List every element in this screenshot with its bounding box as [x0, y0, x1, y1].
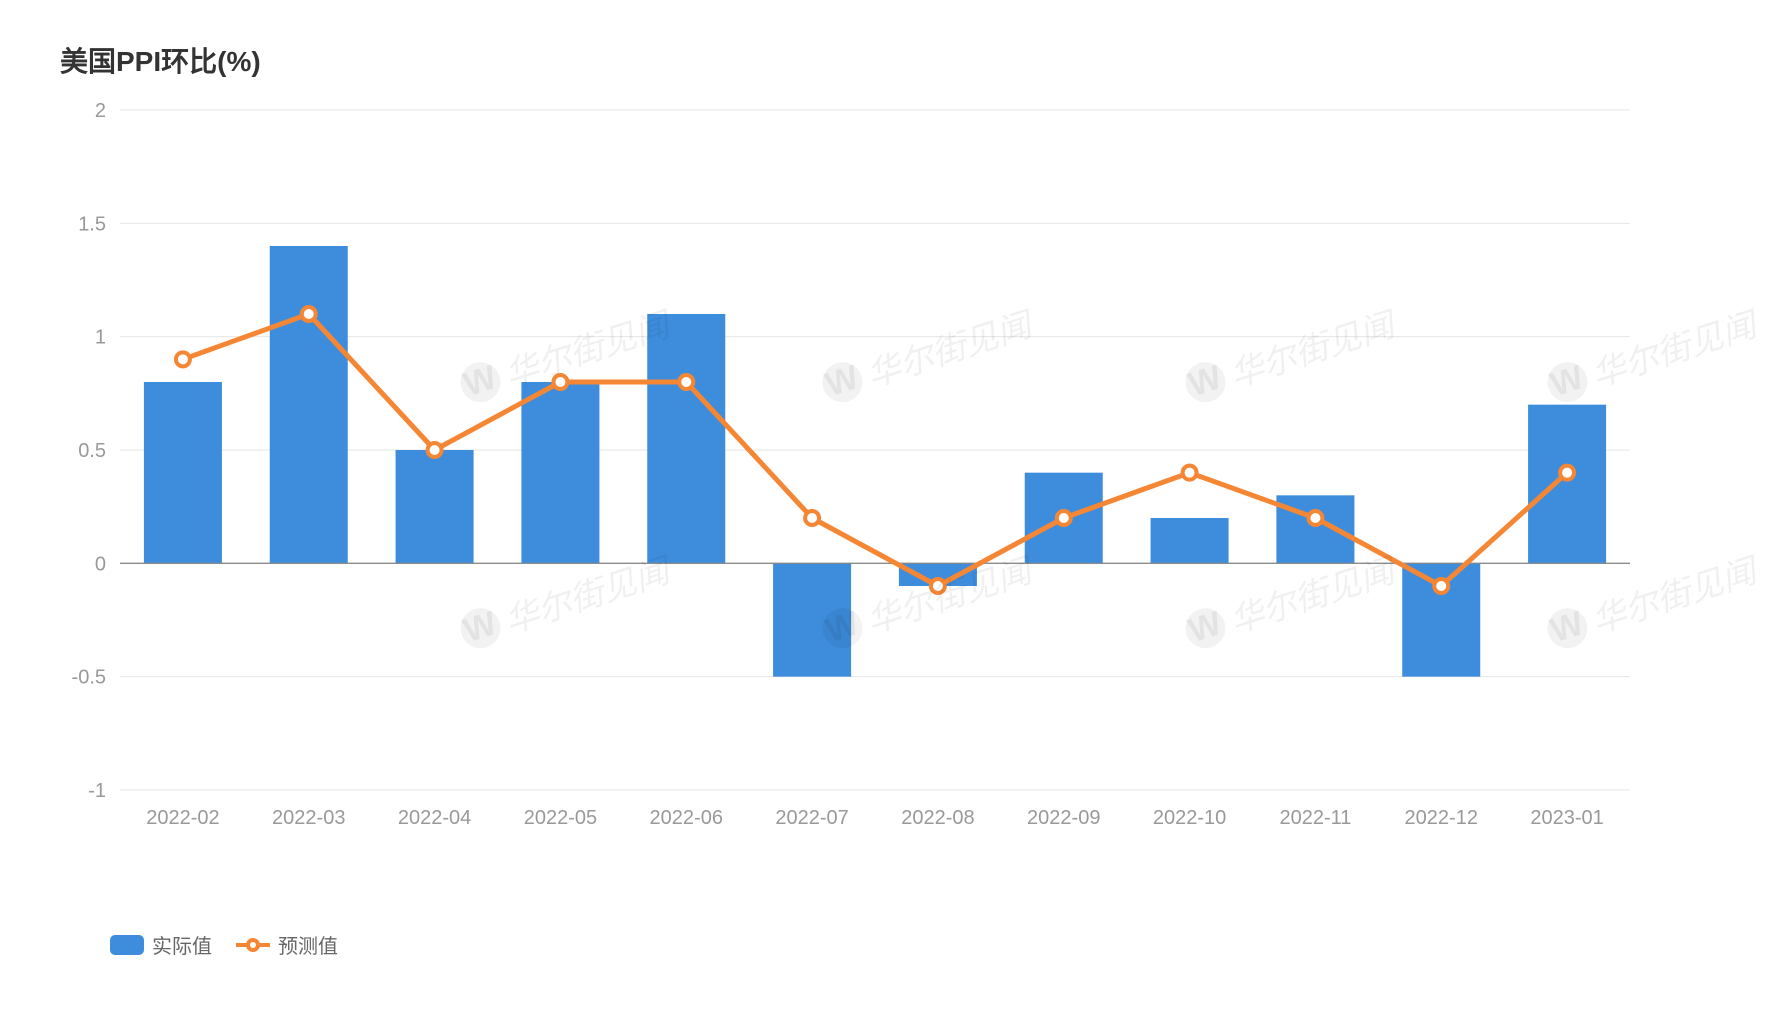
legend: 实际值 预测值 [110, 930, 1708, 959]
legend-item-actual: 实际值 [110, 930, 212, 959]
legend-item-forecast: 预测值 [236, 930, 338, 959]
line-marker [428, 443, 442, 457]
line-marker [805, 511, 819, 525]
line-marker [176, 352, 190, 366]
chart-title: 美国PPI环比(%) [60, 40, 1708, 80]
line-marker [302, 307, 316, 321]
x-tick-label: 2022-03 [272, 807, 345, 829]
x-tick-label: 2022-07 [775, 807, 848, 829]
y-tick-label: -1 [88, 780, 106, 802]
line-marker [553, 375, 567, 389]
x-tick-label: 2023-01 [1530, 807, 1603, 829]
chart-plot-area: -1 -0.5 0 0.5 1 1.5 2 2022-02 2022-03 2022-04 2022… [60, 100, 1708, 920]
y-tick-label: 0.5 [78, 440, 106, 462]
legend-line-swatch [236, 935, 270, 955]
line-marker [931, 579, 945, 593]
x-tick-label: 2022-09 [1027, 807, 1100, 829]
line-marker [679, 375, 693, 389]
bar [1151, 518, 1229, 563]
bar [144, 382, 222, 563]
bar [1528, 405, 1606, 564]
x-tick-label: 2022-04 [398, 807, 471, 829]
x-tick-label: 2022-08 [901, 807, 974, 829]
bar [396, 450, 474, 563]
x-tick-label: 2022-02 [146, 807, 219, 829]
y-tick-label: 1.5 [78, 213, 106, 235]
chart-container: 美国PPI环比(%) -1 -0.5 0 0.5 1 1.5 2 2022-02 2022-03… [0, 0, 1768, 1020]
y-tick-label: 2 [95, 100, 106, 122]
line-marker [1560, 466, 1574, 480]
x-tick-label: 2022-10 [1153, 807, 1226, 829]
line-marker [1308, 511, 1322, 525]
legend-label-forecast: 预测值 [278, 930, 338, 959]
x-tick-label: 2022-12 [1405, 807, 1478, 829]
x-tick-label: 2022-11 [1279, 807, 1351, 829]
line-marker [1057, 511, 1071, 525]
bar [647, 314, 725, 563]
legend-label-actual: 实际值 [152, 930, 212, 959]
x-tick-label: 2022-06 [650, 807, 723, 829]
bar [270, 246, 348, 563]
legend-bar-swatch [110, 935, 144, 955]
chart-svg: -1 -0.5 0 0.5 1 1.5 2 2022-02 2022-03 2022-04 2022… [60, 100, 1660, 840]
y-tick-label: 1 [95, 327, 106, 349]
line-marker [1183, 466, 1197, 480]
line-marker [1434, 579, 1448, 593]
x-tick-label: 2022-05 [524, 807, 597, 829]
bar [521, 382, 599, 563]
bar [773, 563, 851, 676]
y-tick-label: -0.5 [72, 667, 106, 689]
y-tick-label: 0 [95, 553, 106, 575]
